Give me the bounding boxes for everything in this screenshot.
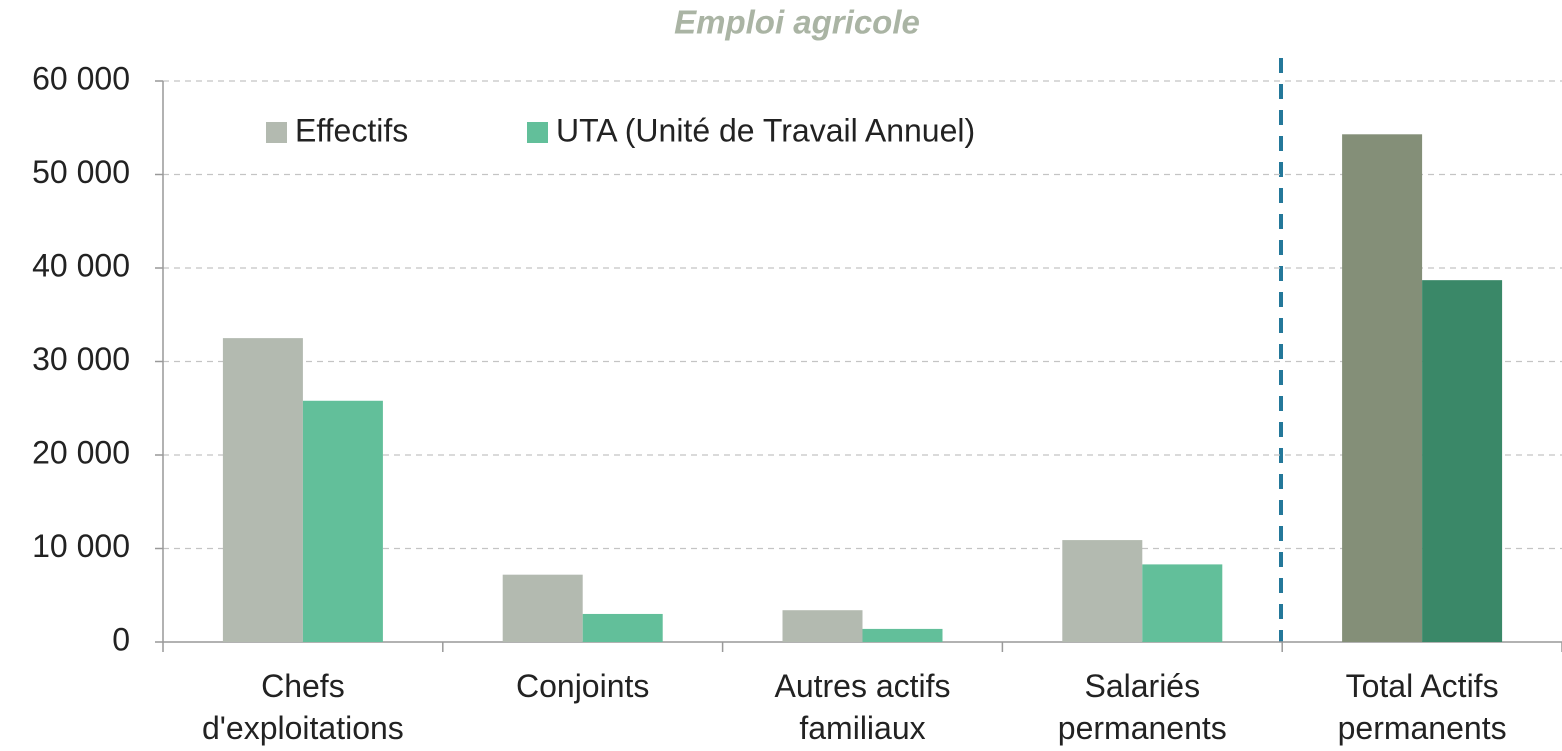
y-tick-label: 20 000 — [32, 434, 130, 470]
y-tick-label: 0 — [112, 621, 130, 657]
x-tick-label: Total Actifs permanents — [1338, 668, 1507, 746]
y-tick-label: 30 000 — [32, 341, 130, 377]
x-tick-label-line: Conjoints — [516, 668, 649, 704]
x-tick-label-line: d'exploitations — [202, 710, 404, 746]
bar — [862, 628, 943, 642]
bar — [502, 574, 583, 642]
x-tick-label-line: Autres actifs — [774, 668, 950, 704]
bar — [1422, 280, 1503, 642]
x-tick-label-line: Chefs — [261, 668, 345, 704]
x-tick-label-line: Salariés — [1084, 668, 1200, 704]
x-tick-label-line: Total Actifs — [1346, 668, 1499, 704]
bar — [1142, 564, 1223, 642]
chart-title: Emploi agricole — [674, 4, 920, 41]
bar — [582, 613, 663, 642]
x-tick-label: Salariés permanents — [1058, 668, 1227, 746]
y-tick-label: 40 000 — [32, 247, 130, 283]
y-tick-label: 10 000 — [32, 528, 130, 564]
bar — [302, 400, 383, 642]
bar — [222, 338, 303, 642]
x-tick-label-line: familiaux — [799, 710, 925, 746]
x-tick-label: Chefs d'exploitations — [202, 668, 404, 746]
legend-label: Effectifs — [295, 112, 408, 148]
legend-label: UTA (Unité de Travail Annuel) — [556, 112, 975, 148]
x-tick-label-line: permanents — [1338, 710, 1507, 746]
bar — [782, 610, 863, 642]
x-tick-label-line: permanents — [1058, 710, 1227, 746]
bar — [1342, 134, 1423, 643]
x-tick-label: Autres actifs familiaux — [774, 668, 950, 746]
bar — [1062, 540, 1143, 642]
x-tick-label: Conjoints — [516, 668, 649, 704]
legend-swatch — [266, 122, 287, 143]
legend-swatch — [527, 122, 548, 143]
y-tick-label: 60 000 — [32, 60, 130, 96]
y-tick-label: 50 000 — [32, 154, 130, 190]
